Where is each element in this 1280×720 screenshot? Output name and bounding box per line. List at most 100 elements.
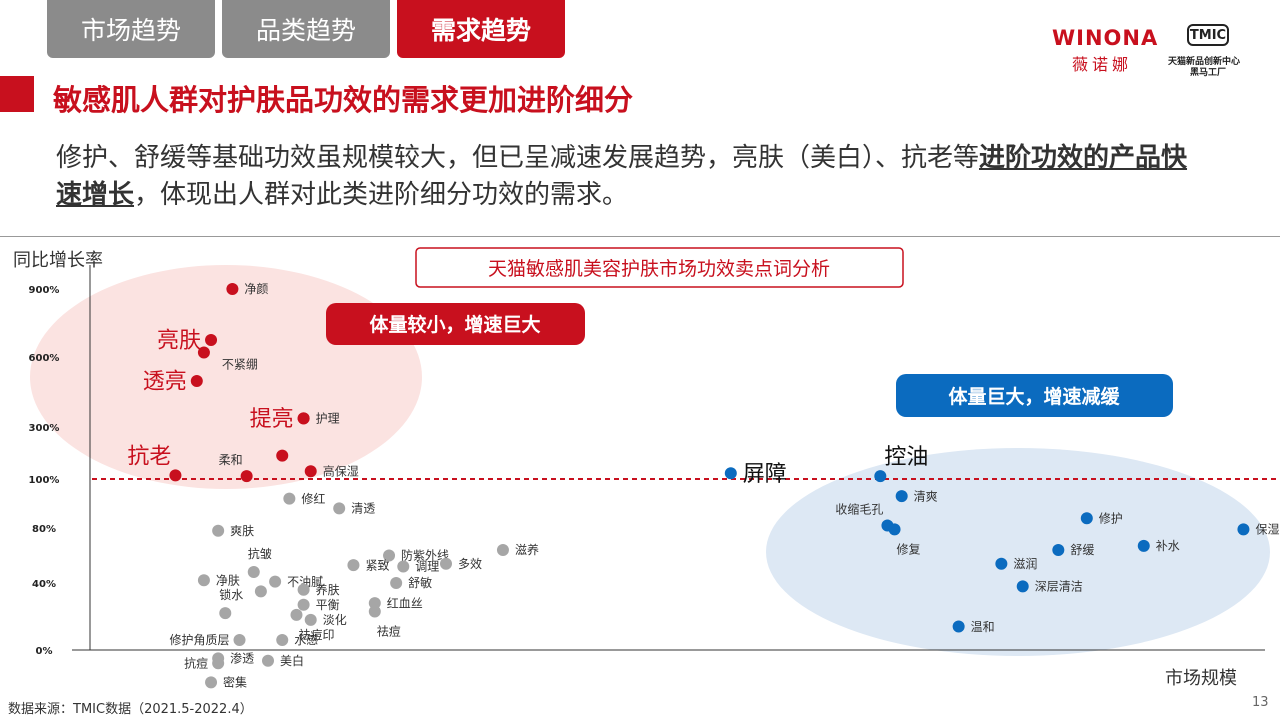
y-axis-label: 同比增长率: [13, 250, 103, 271]
tmic-logo-sub2: 黑马工厂: [1190, 68, 1227, 78]
y-tick-label: 300%: [29, 423, 60, 434]
y-tick-label: 0%: [36, 646, 53, 657]
y-tick-label: 600%: [29, 353, 60, 364]
data-point: [390, 577, 403, 589]
data-point: [297, 598, 310, 611]
data-label: 补水: [1156, 539, 1180, 553]
tab-demand-trend[interactable]: 需求趋势: [397, 0, 565, 58]
data-point: [212, 657, 225, 670]
data-label: 提亮: [250, 407, 294, 432]
data-label: 亮肤: [157, 329, 201, 354]
data-label: 抗老: [127, 444, 171, 469]
data-point: [304, 465, 317, 478]
y-tick-label: 80%: [32, 524, 56, 535]
y-tick-label: 40%: [32, 579, 56, 590]
data-label: 高保湿: [323, 463, 359, 478]
data-label: 多效: [458, 556, 482, 571]
data-label: 屏障: [743, 462, 787, 487]
data-point: [397, 560, 410, 573]
data-label: 紧致: [365, 558, 389, 572]
data-point: [190, 375, 203, 388]
data-label: 祛痘: [377, 623, 401, 638]
divider: [0, 236, 1280, 237]
data-point: [197, 574, 210, 587]
data-point: [254, 585, 267, 598]
data-label: 祛痘印: [298, 627, 334, 642]
tmic-logo-sub: 天猫新品创新中心: [1168, 57, 1241, 67]
data-label: 密集: [223, 675, 247, 690]
data-point: [290, 608, 303, 621]
data-point: [247, 566, 260, 578]
data-point: [440, 557, 452, 570]
data-label: 爽肤: [230, 523, 254, 538]
data-label: 保湿: [1255, 522, 1279, 537]
data-point: [262, 654, 274, 667]
data-label: 抗皱: [248, 546, 272, 561]
data-label: 深层清洁: [1035, 580, 1083, 594]
data-point: [496, 544, 509, 556]
summary-part2: ，体现出人群对此类进阶细分功效的需求。: [134, 180, 629, 210]
data-point: [1137, 539, 1150, 552]
zone-badge-blue: [896, 374, 1173, 417]
data-label: 舒缓: [1070, 543, 1094, 557]
data-point: [383, 549, 396, 562]
data-label: 防紫外线: [401, 548, 449, 563]
data-point: [888, 523, 901, 536]
data-label: 不紧绷: [222, 356, 258, 371]
tab-market-trend[interactable]: 市场趋势: [47, 0, 215, 58]
chart-title: 天猫敏感肌美容护肤市场功效卖点词分析: [488, 258, 830, 280]
data-point: [368, 597, 381, 610]
data-label: 收缩毛孔: [835, 502, 883, 517]
scatter-chart: 同比增长率 市场规模 天猫敏感肌美容护肤市场功效卖点词分析 体量较小，增速巨大 …: [13, 247, 1280, 690]
data-label: 平衡: [316, 598, 340, 612]
data-point: [1016, 580, 1029, 593]
tab-category-trend[interactable]: 品类趋势: [222, 0, 390, 58]
chart-title-box: [415, 247, 904, 288]
data-point: [205, 334, 218, 346]
data-label: 温和: [971, 620, 995, 634]
data-point: [952, 620, 965, 633]
data-point: [283, 492, 296, 505]
tmic-logo: TMIC: [1187, 24, 1229, 46]
data-label: 修护角质层: [170, 632, 230, 647]
zone-small-fast: [30, 265, 422, 489]
data-label: 净颜: [244, 281, 268, 296]
data-label: 护理: [316, 412, 340, 426]
title-accent-bar: [0, 76, 34, 112]
data-point: [212, 524, 225, 537]
data-point: [276, 633, 289, 646]
data-label: 修护: [1099, 510, 1123, 525]
data-point: [724, 467, 737, 480]
data-point: [995, 557, 1008, 570]
data-point: [1080, 512, 1093, 525]
summary-text: 修护、舒缓等基础功效虽规模较大，但已呈减速发展趋势，亮肤（美白）、抗老等进阶功效…: [56, 140, 1206, 214]
data-label: 不油腻: [287, 575, 323, 589]
data-point: [333, 502, 346, 515]
data-label: 清透: [351, 502, 375, 516]
y-tick-label: 900%: [29, 285, 60, 296]
data-point: [205, 676, 218, 689]
winona-logo-cn: 薇诺娜: [1072, 55, 1133, 74]
data-label: 滋养: [515, 542, 539, 557]
data-point: [197, 346, 210, 359]
data-point: [226, 283, 239, 295]
page-title: 敏感肌人群对护肤品功效的需求更加进阶细分: [53, 83, 634, 117]
data-label: 水感: [294, 632, 318, 647]
summary-emphasis: 进阶功效的产品快速增长: [56, 143, 1188, 210]
data-point: [895, 490, 908, 503]
data-label: 锁水: [219, 587, 243, 602]
data-point: [269, 575, 282, 588]
winona-logo: WINONA: [1052, 26, 1159, 50]
data-point: [219, 607, 232, 620]
data-point: [169, 469, 182, 482]
data-point: [874, 470, 887, 483]
zone-badge-red-label: 体量较小，增速巨大: [369, 313, 540, 336]
zone-badge-blue-label: 体量巨大，增速减缓: [948, 385, 1120, 408]
data-point: [1237, 523, 1250, 536]
data-source: 数据来源：TMIC数据（2021.5-2022.4）: [8, 702, 253, 717]
zone-large-slow: [766, 448, 1270, 656]
data-point: [297, 412, 310, 425]
data-label: 净肤: [216, 572, 240, 587]
